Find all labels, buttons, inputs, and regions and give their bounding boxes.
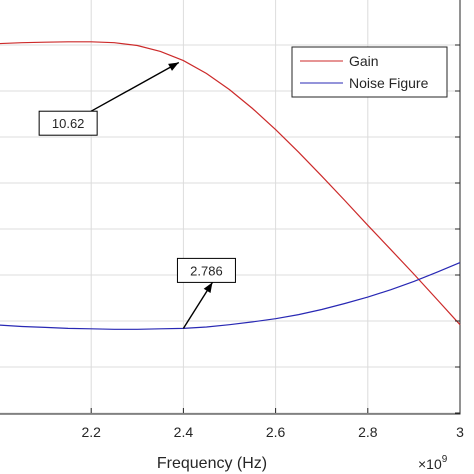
- x-tick-label-2: 2.6: [266, 424, 286, 440]
- data-tip-label-0: 10.62: [52, 116, 85, 131]
- data-tip-arrowhead-0: [168, 62, 179, 71]
- data-tip-arrowhead-1: [203, 282, 213, 293]
- x-axis-label: Frequency (Hz): [157, 455, 267, 472]
- data-tips: 10.62 2.786: [38, 61, 236, 329]
- plot-area-frame: [0, 0, 461, 415]
- x-exponent-base: ×10: [418, 456, 442, 472]
- x-axis-ticks: 2.2 2.4 2.6 2.8 3: [81, 44, 464, 440]
- data-tip-1: 2.786: [176, 257, 236, 329]
- x-tick-label-1: 2.4: [174, 424, 194, 440]
- legend: Gain Noise Figure: [291, 46, 448, 98]
- x-tick-label-0: 2.2: [81, 424, 101, 440]
- x-exponent-power: 9: [442, 454, 448, 465]
- x-axis-exponent: ×109: [418, 454, 448, 472]
- legend-label-gain: Gain: [349, 53, 379, 69]
- x-tick-label-4: 3: [456, 424, 464, 440]
- legend-box: [291, 46, 448, 98]
- series-line-noise-figure: [0, 262, 461, 330]
- data-tip-box-0: [38, 110, 98, 136]
- data-tip-box-1: [176, 257, 236, 283]
- x-tick-label-3: 2.8: [358, 424, 378, 440]
- data-tip-0: 10.62: [38, 61, 180, 136]
- data-tip-arrow-0: [90, 61, 180, 112]
- data-tip-label-1: 2.786: [190, 263, 223, 278]
- legend-label-noise-figure: Noise Figure: [349, 75, 429, 91]
- series-group: [0, 41, 461, 330]
- series-line-gain: [0, 41, 461, 326]
